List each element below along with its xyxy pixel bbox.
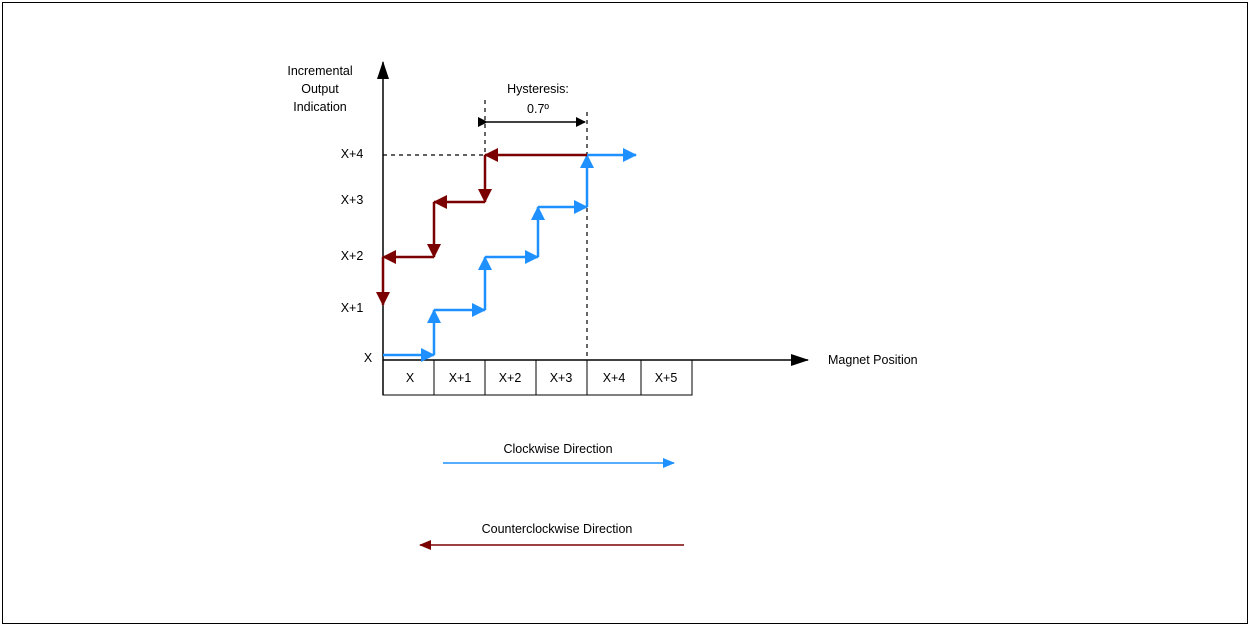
hysteresis-label: Hysteresis: xyxy=(507,82,569,96)
counterclockwise-staircase xyxy=(376,148,587,306)
legend-counterclockwise-label: Counterclockwise Direction xyxy=(482,522,633,536)
y-tick-x-plus-1: X+1 xyxy=(341,301,364,315)
position-cell-label-x: X xyxy=(406,371,415,385)
y-axis-label-line-3: Indication xyxy=(293,100,347,114)
position-cell-label-x-plus-5: X+5 xyxy=(655,371,678,385)
position-cell-label-x-plus-4: X+4 xyxy=(603,371,626,385)
position-cell-label-x-plus-1: X+1 xyxy=(449,371,472,385)
position-cell-x-plus-5 xyxy=(640,359,693,396)
hysteresis-value: 0.7º xyxy=(527,102,549,116)
y-tick-x-plus-3: X+3 xyxy=(341,193,364,207)
clockwise-staircase xyxy=(383,148,637,362)
y-tick-x-plus-4: X+4 xyxy=(341,147,364,161)
position-cell-label-x-plus-2: X+2 xyxy=(499,371,522,385)
x-axis-label: Magnet Position xyxy=(828,353,918,367)
position-cell-label-x-plus-3: X+3 xyxy=(550,371,573,385)
legend-clockwise-label: Clockwise Direction xyxy=(503,442,612,456)
y-axis-label-line-2: Output xyxy=(301,82,339,96)
y-tick-x-plus-2: X+2 xyxy=(341,249,364,263)
y-tick-x: X xyxy=(364,351,373,365)
y-axis-label-line-1: Incremental xyxy=(287,64,352,78)
